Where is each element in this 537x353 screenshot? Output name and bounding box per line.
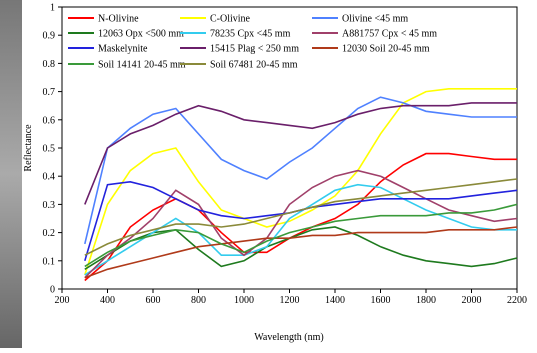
legend-label: C-Olivine — [210, 14, 251, 25]
x-tick-label: 1200 — [280, 295, 300, 306]
legend-label: A881757 Cpx < 45 mm — [342, 29, 437, 40]
legend-label: 15415 Plag < 250 mm — [210, 44, 299, 55]
background-image — [0, 0, 22, 348]
series-line — [84, 183, 517, 276]
legend-label: Olivine <45 mm — [342, 14, 408, 25]
legend-label: Soil 14141 20-45 mm — [98, 60, 186, 71]
series-line — [84, 178, 518, 256]
series-line — [84, 96, 517, 245]
y-tick-label: 1 — [50, 3, 55, 14]
x-tick-label: 800 — [191, 295, 206, 306]
x-tick-label: 200 — [55, 295, 70, 306]
series-line — [84, 226, 518, 270]
y-tick-label: 0 — [50, 285, 55, 296]
y-tick-label: 0.5 — [43, 144, 56, 155]
x-tick-label: 1000 — [234, 295, 254, 306]
x-axis-label: Wavelength (nm) — [254, 332, 323, 343]
x-tick-label: 2200 — [507, 295, 527, 306]
y-tick-label: 0.9 — [43, 31, 56, 42]
series-line — [84, 152, 517, 282]
y-axis-label: Reflectance — [23, 124, 34, 172]
series-line — [84, 102, 517, 205]
legend-label: 78235 Cpx <45 mm — [210, 29, 291, 40]
y-tick-label: 0.3 — [43, 200, 56, 211]
x-tick-label: 2000 — [462, 295, 482, 306]
x-tick-label: 1600 — [371, 295, 391, 306]
legend-label: 12063 Opx <500 mm — [98, 29, 184, 40]
y-tick-label: 0.8 — [43, 59, 56, 70]
x-tick-label: 1400 — [325, 295, 345, 306]
legend-label: N-Olivine — [98, 14, 139, 25]
y-tick-label: 0.6 — [43, 115, 56, 126]
series-line — [84, 226, 518, 279]
legend-label: Soil 67481 20-45 mm — [210, 60, 298, 71]
series-line — [84, 88, 517, 276]
x-tick-label: 600 — [146, 295, 161, 306]
y-tick-label: 0.4 — [43, 172, 56, 183]
legend-label: Maskelynite — [98, 44, 148, 55]
legend-label: 12030 Soil 20-45 mm — [342, 44, 430, 55]
y-tick-label: 0.2 — [43, 228, 56, 239]
x-tick-label: 1800 — [416, 295, 436, 306]
y-tick-label: 0.1 — [43, 256, 56, 267]
series-line — [84, 203, 518, 268]
x-tick-label: 400 — [100, 295, 115, 306]
y-tick-label: 0.7 — [43, 87, 56, 98]
series-line — [84, 169, 518, 279]
